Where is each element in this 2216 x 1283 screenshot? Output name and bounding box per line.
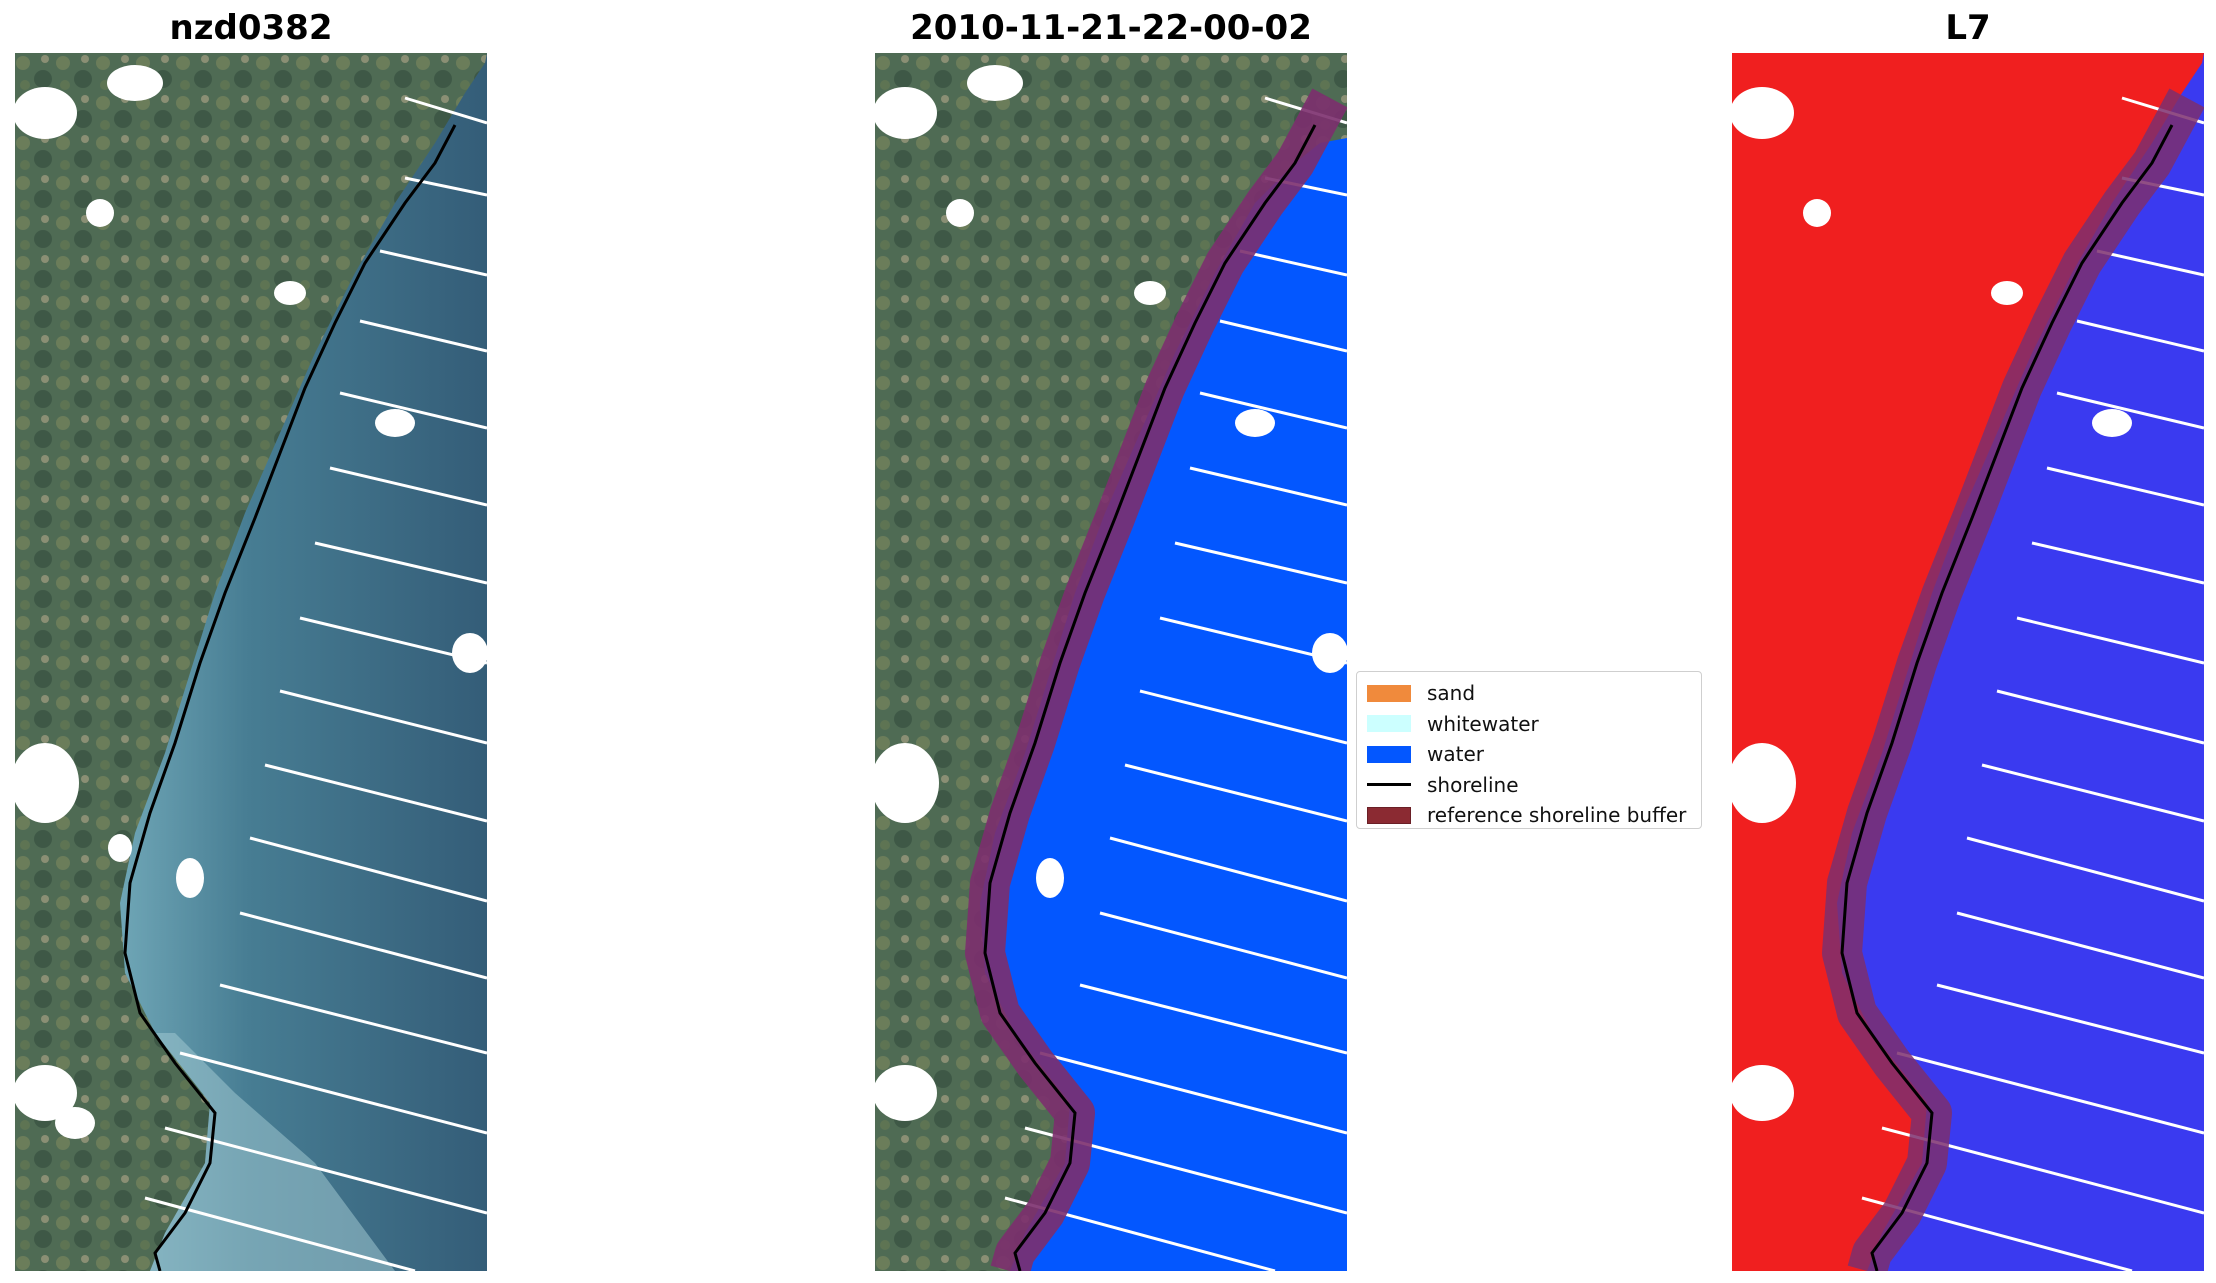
rgb-image-panel bbox=[15, 53, 487, 1271]
index-image-panel bbox=[1732, 53, 2204, 1271]
shoreline-line-swatch bbox=[1367, 783, 1411, 787]
legend-label: reference shoreline buffer bbox=[1427, 803, 1687, 828]
legend-label: sand bbox=[1427, 681, 1476, 706]
buffer-swatch bbox=[1367, 806, 1411, 824]
classified-image-panel bbox=[875, 53, 1347, 1271]
sand-swatch bbox=[1367, 684, 1411, 702]
legend-item-water: water bbox=[1367, 739, 1691, 770]
classified-image bbox=[875, 53, 1347, 1271]
legend-item-buffer: reference shoreline buffer bbox=[1367, 800, 1691, 831]
panel-title-date: 2010-11-21-22-00-02 bbox=[910, 8, 1312, 48]
legend: sand whitewater water shoreline referenc… bbox=[1356, 671, 1702, 829]
whitewater-swatch bbox=[1367, 715, 1411, 733]
legend-label: water bbox=[1427, 742, 1484, 767]
index-image bbox=[1732, 53, 2204, 1271]
legend-label: shoreline bbox=[1427, 772, 1519, 797]
legend-item-shoreline: shoreline bbox=[1367, 770, 1691, 801]
rgb-image bbox=[15, 53, 487, 1271]
legend-item-whitewater: whitewater bbox=[1367, 709, 1691, 740]
legend-item-sand: sand bbox=[1367, 678, 1691, 709]
panel-title-satellite: L7 bbox=[1945, 8, 1991, 48]
legend-label: whitewater bbox=[1427, 711, 1539, 736]
panel-title-rgb: nzd0382 bbox=[169, 8, 333, 48]
water-swatch bbox=[1367, 745, 1411, 763]
